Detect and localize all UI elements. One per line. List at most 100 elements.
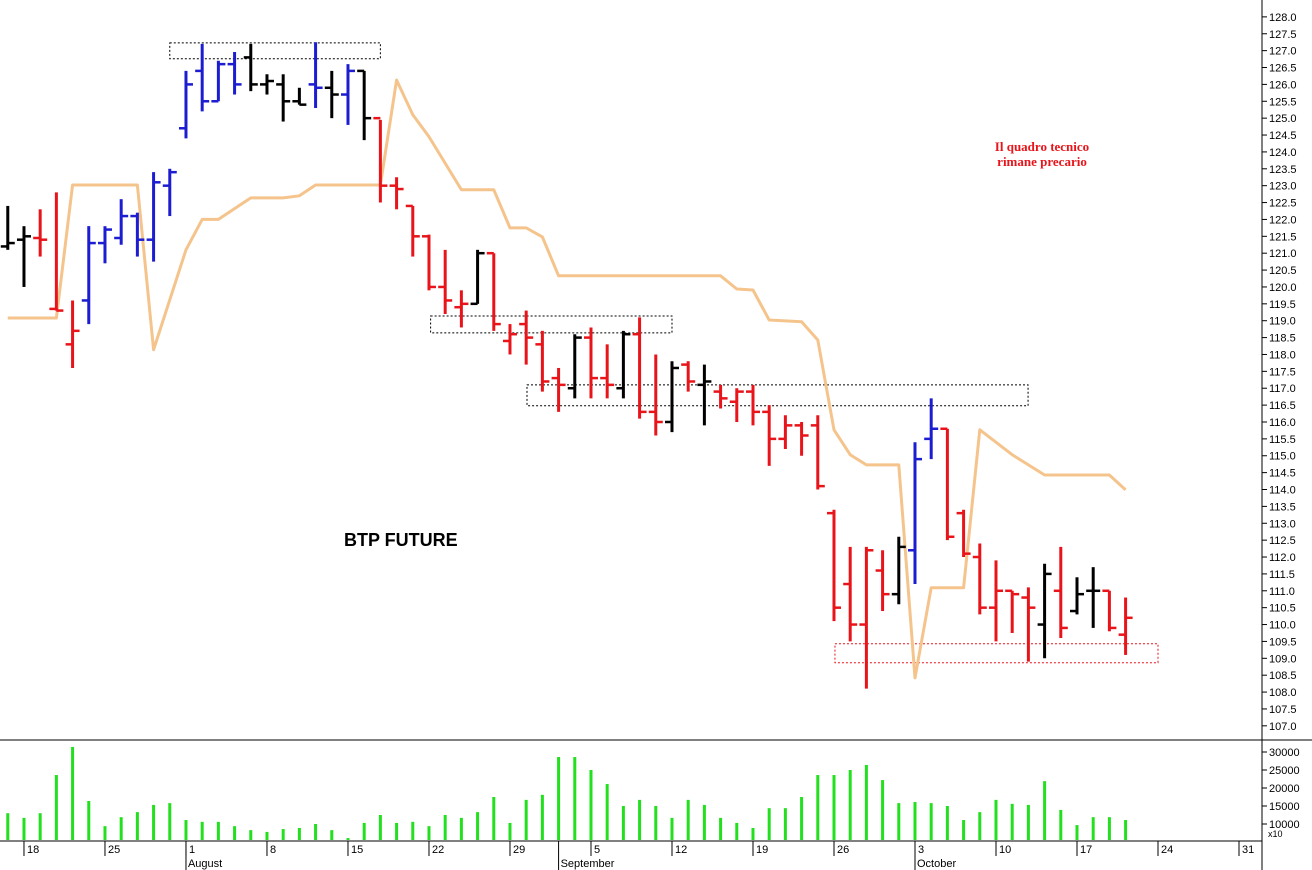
y-tick-label: 10000 bbox=[1269, 819, 1300, 831]
volume-bar bbox=[1107, 817, 1111, 840]
volume-bar bbox=[1124, 820, 1128, 840]
y-tick-label: 123.5 bbox=[1269, 164, 1297, 176]
x-tick-label: 17 bbox=[1080, 844, 1092, 856]
volume-bar bbox=[184, 820, 188, 840]
y-tick-label: 121.0 bbox=[1269, 248, 1297, 260]
volume-bar bbox=[897, 803, 901, 840]
volume-bar bbox=[638, 799, 642, 840]
x-tick-label: 29 bbox=[513, 844, 525, 856]
y-tick-label: 127.0 bbox=[1269, 46, 1297, 58]
volume-bar bbox=[152, 804, 156, 840]
volume-bar bbox=[686, 799, 690, 840]
volume-bar bbox=[297, 827, 301, 840]
volume-bar bbox=[929, 803, 933, 840]
volume-bar bbox=[654, 806, 658, 840]
volume-bar bbox=[362, 822, 366, 840]
volume-bar bbox=[427, 826, 431, 840]
volume-bar bbox=[962, 820, 966, 840]
volume-bar bbox=[719, 817, 723, 840]
x-tick-label: 8 bbox=[270, 844, 276, 856]
volume-bar bbox=[346, 838, 350, 840]
volume-bar bbox=[881, 780, 885, 840]
month-label: August bbox=[188, 858, 222, 870]
volume-bar bbox=[6, 813, 10, 840]
y-tick-label: 125.5 bbox=[1269, 96, 1297, 108]
volume-bar bbox=[411, 821, 415, 840]
y-tick-label: 126.0 bbox=[1269, 79, 1297, 91]
volume-bar bbox=[330, 830, 334, 840]
volume-bar bbox=[395, 822, 399, 840]
volume-bar bbox=[702, 804, 706, 840]
y-tick-label: 116.0 bbox=[1269, 417, 1296, 429]
volume-bar bbox=[265, 831, 269, 840]
y-tick-label: 111.5 bbox=[1269, 569, 1295, 581]
y-tick-label: 120.5 bbox=[1269, 265, 1297, 277]
y-tick-label: 120.0 bbox=[1269, 282, 1297, 294]
volume-bar bbox=[832, 775, 836, 840]
volume-bar bbox=[87, 800, 91, 840]
y-tick-label: 108.0 bbox=[1269, 687, 1297, 699]
x-tick-label: 1 bbox=[189, 844, 195, 856]
y-tick-label: 118.5 bbox=[1269, 333, 1296, 345]
volume-bar bbox=[216, 821, 220, 840]
y-tick-label: 111.0 bbox=[1269, 586, 1295, 598]
y-tick-label: 115.0 bbox=[1269, 451, 1296, 463]
volume-bar bbox=[22, 817, 26, 840]
volume-bar bbox=[1010, 803, 1014, 840]
volume-bar bbox=[945, 806, 949, 840]
x-tick-label: 15 bbox=[351, 844, 363, 856]
y-tick-label: 15000 bbox=[1269, 801, 1300, 813]
volume-unit: x10 bbox=[1268, 829, 1283, 839]
y-tick-label: 123.0 bbox=[1269, 181, 1297, 193]
y-tick-label: 122.0 bbox=[1269, 214, 1297, 226]
volume-bar bbox=[670, 817, 674, 840]
x-tick-label: 18 bbox=[27, 844, 39, 856]
volume-bar bbox=[476, 812, 480, 840]
month-label: October bbox=[917, 858, 956, 870]
y-tick-label: 108.5 bbox=[1269, 670, 1297, 682]
volume-bar bbox=[783, 808, 787, 840]
volume-bar bbox=[800, 797, 804, 840]
level-box bbox=[430, 315, 673, 334]
volume-bar bbox=[281, 829, 285, 840]
volume-bar bbox=[848, 770, 852, 840]
y-tick-label: 128.0 bbox=[1269, 12, 1297, 24]
y-tick-label: 119.0 bbox=[1269, 316, 1296, 328]
x-tick-label: 31 bbox=[1242, 844, 1254, 856]
y-tick-label: 127.5 bbox=[1269, 29, 1297, 41]
volume-bar bbox=[994, 799, 998, 840]
volume-bar bbox=[589, 770, 593, 840]
month-label: September bbox=[561, 858, 615, 870]
volume-bar bbox=[443, 815, 447, 840]
y-tick-label: 122.5 bbox=[1269, 198, 1297, 210]
level-box bbox=[834, 643, 1159, 664]
level-box bbox=[526, 384, 1029, 407]
x-tick-label: 19 bbox=[756, 844, 768, 856]
volume-bar bbox=[864, 764, 868, 840]
volume-bar bbox=[135, 812, 139, 840]
x-tick-label: 12 bbox=[675, 844, 687, 856]
volume-bar bbox=[621, 806, 625, 840]
y-tick-label: 109.5 bbox=[1269, 636, 1297, 648]
volume-bar bbox=[54, 775, 58, 840]
volume-bar bbox=[233, 826, 237, 840]
volume-bar bbox=[767, 808, 771, 840]
volume-bar bbox=[524, 799, 528, 840]
volume-bar bbox=[1043, 781, 1047, 840]
volume-bar bbox=[492, 797, 496, 840]
y-tick-label: 109.0 bbox=[1269, 653, 1297, 665]
y-tick-label: 126.5 bbox=[1269, 63, 1297, 75]
y-tick-label: 117.0 bbox=[1269, 383, 1296, 395]
y-tick-label: 116.5 bbox=[1269, 400, 1296, 412]
volume-bar bbox=[913, 802, 917, 840]
x-tick-label: 26 bbox=[837, 844, 849, 856]
y-tick-label: 118.0 bbox=[1269, 349, 1296, 361]
y-tick-label: 115.5 bbox=[1269, 434, 1296, 446]
level-box bbox=[169, 42, 381, 60]
volume-bar bbox=[378, 815, 382, 840]
x-tick-label: 10 bbox=[999, 844, 1011, 856]
y-tick-label: 119.5 bbox=[1269, 299, 1296, 311]
y-tick-label: 124.0 bbox=[1269, 147, 1297, 159]
x-tick-label: 25 bbox=[108, 844, 120, 856]
y-tick-label: 124.5 bbox=[1269, 130, 1297, 142]
